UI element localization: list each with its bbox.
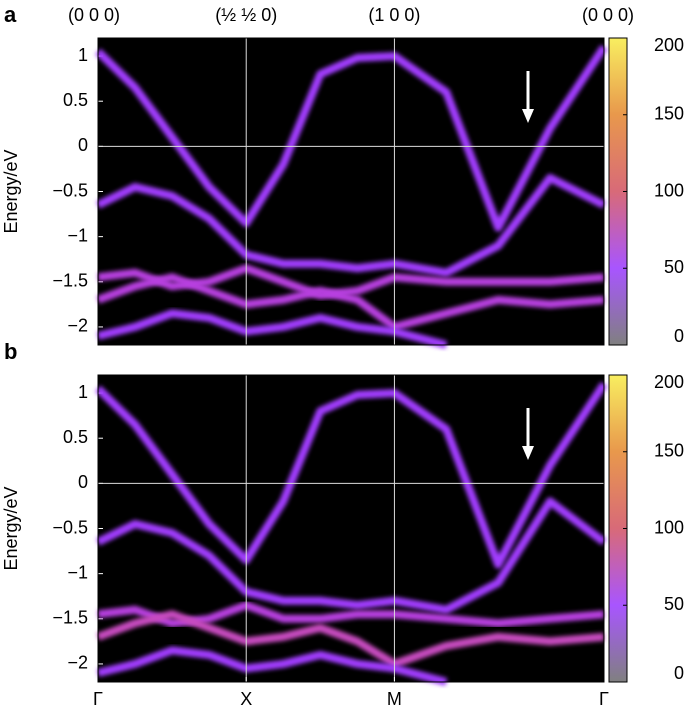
colorbar-tick-label: 50: [664, 257, 684, 277]
colorbar-tick-label: 0: [674, 326, 684, 346]
band: [95, 44, 608, 232]
top-x-tick-label: (0 0 0): [68, 5, 120, 25]
plot-frame: [97, 374, 605, 683]
x-tick-label: Γ: [93, 689, 103, 709]
y-tick-label: 0.5: [63, 90, 88, 110]
band: [96, 173, 606, 277]
band: [97, 309, 448, 349]
y-axis-label: Energy/eV: [1, 486, 21, 570]
colorbar-tick-label: 150: [654, 441, 684, 461]
y-tick-label: −2: [67, 316, 88, 336]
panel-label: a: [4, 2, 17, 27]
y-axis-label: Energy/eV: [1, 149, 21, 233]
y-tick-label: −2: [67, 653, 88, 673]
y-tick-label: 0: [78, 472, 88, 492]
y-tick-label: −1.5: [52, 608, 88, 628]
colorbar-tick-label: 0: [674, 663, 684, 683]
y-tick-label: 1: [78, 382, 88, 402]
y-tick-label: −1: [67, 562, 88, 582]
y-tick-label: −1.5: [52, 271, 88, 291]
arrow-head: [522, 109, 534, 123]
band: [96, 497, 607, 614]
x-tick-label: M: [387, 689, 402, 709]
colorbar-tick-label: 50: [664, 594, 684, 614]
band: [95, 381, 608, 569]
panel-label: b: [4, 339, 17, 364]
y-tick-label: −0.5: [52, 517, 88, 537]
band: [97, 601, 605, 628]
top-x-tick-label: (½ ½ 0): [215, 5, 277, 25]
band: [97, 264, 605, 300]
y-tick-label: −1: [67, 225, 88, 245]
colorbar-tick-label: 150: [654, 104, 684, 124]
y-tick-label: 0: [78, 135, 88, 155]
plot-frame: [97, 37, 605, 346]
colorbar-tick-label: 100: [654, 517, 684, 537]
band: [96, 273, 605, 331]
band: [97, 646, 448, 686]
colorbar-tick-label: 200: [654, 372, 684, 392]
colorbar-tick-label: 100: [654, 180, 684, 200]
y-tick-label: 0.5: [63, 427, 88, 447]
colorbar-tick-label: 200: [654, 35, 684, 55]
y-tick-label: 1: [78, 45, 88, 65]
top-x-tick-label: (1 0 0): [368, 5, 420, 25]
x-tick-label: Γ: [599, 689, 609, 709]
x-tick-label: X: [240, 689, 252, 709]
band: [96, 610, 605, 668]
arrow-head: [522, 446, 534, 460]
top-x-tick-label: (0 0 0): [582, 5, 634, 25]
y-tick-label: −0.5: [52, 180, 88, 200]
